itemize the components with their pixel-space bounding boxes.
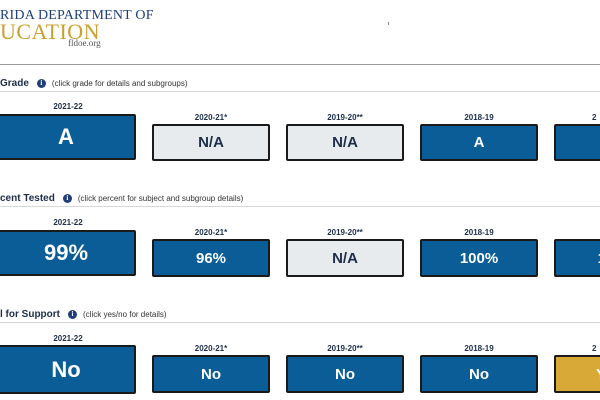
year-label: 2021-22 — [53, 102, 83, 111]
info-icon[interactable]: i — [68, 310, 77, 319]
support-card-2019-20[interactable]: No — [286, 355, 404, 393]
grade-card-2018-19[interactable]: A — [420, 124, 538, 161]
logo-education-text: UCATION — [0, 19, 101, 44]
percent-card-2021-22[interactable]: 99% — [0, 230, 136, 276]
percent-card-2019-20[interactable]: N/A — [286, 239, 404, 277]
section-title: Grade i (click grade for details and sub… — [0, 78, 188, 89]
info-icon[interactable]: i — [36, 79, 46, 88]
grade-card-partial[interactable] — [554, 124, 600, 161]
section-title-text: Grade — [0, 78, 29, 89]
info-icon[interactable]: i — [62, 194, 72, 203]
section-hint: (click yes/no for details) — [83, 310, 167, 319]
percent-card-partial[interactable]: 1 — [554, 239, 600, 277]
section-title: cent Tested i (click percent for subject… — [0, 193, 243, 204]
section-divider — [0, 322, 600, 323]
header-mark — [388, 22, 389, 25]
fldoe-logo[interactable]: RIDA DEPARTMENT OF UCATION fldoe.org — [0, 0, 153, 52]
year-label: 2020-21* — [194, 113, 228, 122]
grade-card-2021-22[interactable]: A — [0, 114, 136, 160]
year-label: 2019-20** — [327, 228, 363, 237]
logo-url-text: fldoe.org — [68, 38, 101, 48]
support-card-partial[interactable]: Y — [554, 355, 600, 393]
section-divider — [0, 206, 600, 207]
year-label: 2021-22 — [53, 218, 83, 227]
section-title: l for Support i (click yes/no for detail… — [0, 309, 167, 320]
year-label: 2018-19 — [464, 113, 494, 122]
logo-department-text: RIDA DEPARTMENT OF — [0, 8, 154, 23]
year-label: 2018-19 — [464, 344, 494, 353]
year-label: 2021-22 — [53, 334, 83, 343]
header-divider — [0, 64, 600, 65]
year-label: 2020-21* — [194, 344, 228, 353]
year-label: 2 — [592, 113, 597, 122]
support-card-2021-22[interactable]: No — [0, 345, 136, 394]
year-label: 2019-20** — [327, 344, 363, 353]
support-card-2020-21[interactable]: No — [152, 355, 270, 393]
section-hint: (click grade for details and subgroups) — [51, 79, 188, 88]
section-divider — [0, 91, 600, 92]
percent-card-2020-21[interactable]: 96% — [152, 239, 270, 277]
year-label: 2019-20** — [327, 113, 363, 122]
support-card-2018-19[interactable]: No — [420, 355, 538, 393]
section-title-text: cent Tested — [0, 193, 55, 204]
percent-card-2018-19[interactable]: 100% — [420, 239, 538, 277]
year-label: 2020-21* — [194, 228, 228, 237]
year-label: 2018-19 — [464, 228, 494, 237]
section-hint: (click percent for subject and subgroup … — [77, 194, 244, 203]
grade-card-2020-21[interactable]: N/A — [152, 124, 270, 161]
grade-card-2019-20[interactable]: N/A — [286, 124, 404, 161]
year-label: 2 — [592, 344, 597, 353]
section-title-text: l for Support — [0, 309, 60, 320]
